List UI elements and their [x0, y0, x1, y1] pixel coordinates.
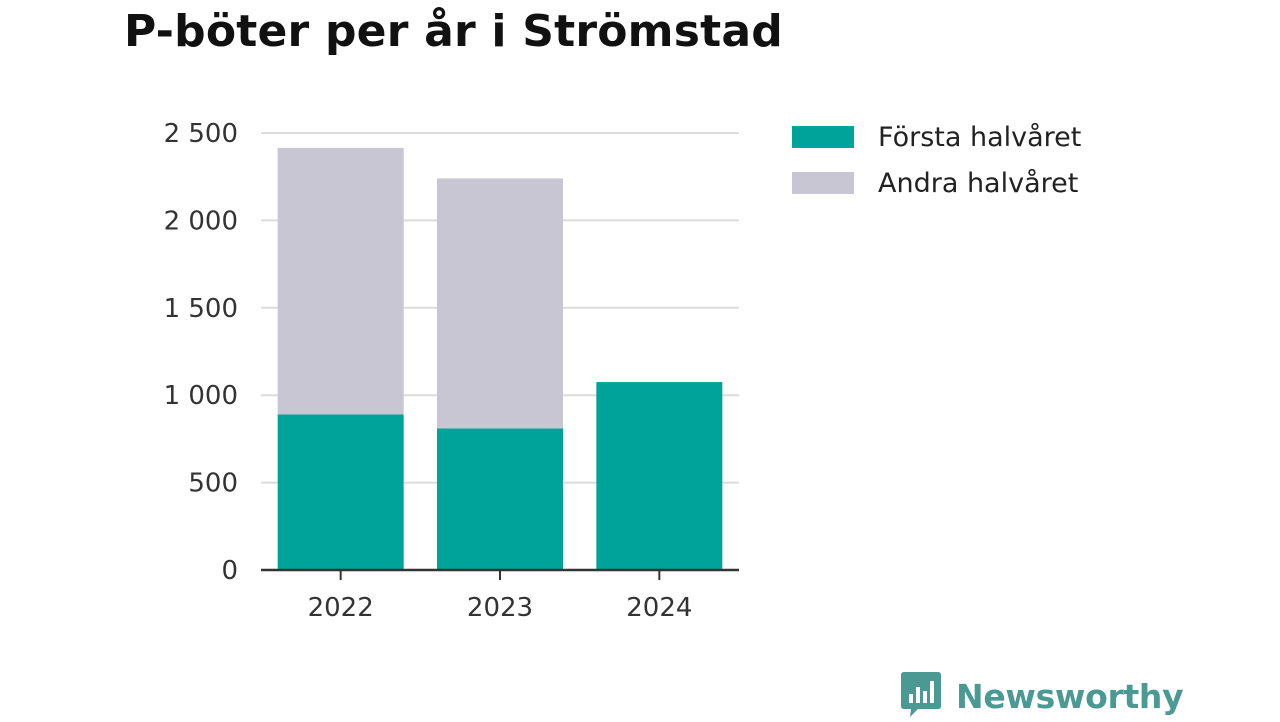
- bar-first-half: [596, 382, 723, 570]
- y-tick-label: 0: [221, 556, 238, 586]
- legend-item-first-half: Första halvåret: [792, 114, 1081, 160]
- bar-first-half: [437, 428, 563, 570]
- chart-title: P-böter per år i Strömstad: [124, 6, 783, 57]
- legend-label-first-half: Första halvåret: [878, 121, 1082, 153]
- x-tick-label: 2024: [626, 593, 692, 623]
- legend-label-second-half: Andra halvåret: [878, 167, 1079, 199]
- bar-layer: [277, 147, 723, 570]
- legend-swatch-second-half: [792, 172, 854, 194]
- y-tick-label: 500: [188, 469, 238, 499]
- y-tick-label: 1 500: [164, 294, 238, 324]
- bar-chart-speech-bubble-icon: [900, 670, 942, 722]
- legend-swatch-first-half: [792, 126, 854, 148]
- bar-second-half: [437, 178, 563, 429]
- y-tick-label: 2 000: [164, 206, 238, 236]
- legend-item-second-half: Andra halvåret: [792, 160, 1081, 206]
- legend: Första halvåret Andra halvåret: [792, 114, 1081, 206]
- bar-second-half: [277, 147, 404, 415]
- x-tick-label: 2023: [467, 593, 533, 623]
- brand-name: Newsworthy: [956, 676, 1184, 716]
- x-tick-label: 2022: [308, 593, 374, 623]
- axis-layer: 0 500 1 000 1 500 2 000 2 500 2022 2023 2024: [164, 119, 739, 623]
- y-tick-label: 1 000: [164, 381, 238, 411]
- y-tick-label: 2 500: [164, 119, 238, 149]
- bar-first-half: [277, 414, 404, 570]
- newsworthy-logo[interactable]: Newsworthy: [900, 670, 1184, 722]
